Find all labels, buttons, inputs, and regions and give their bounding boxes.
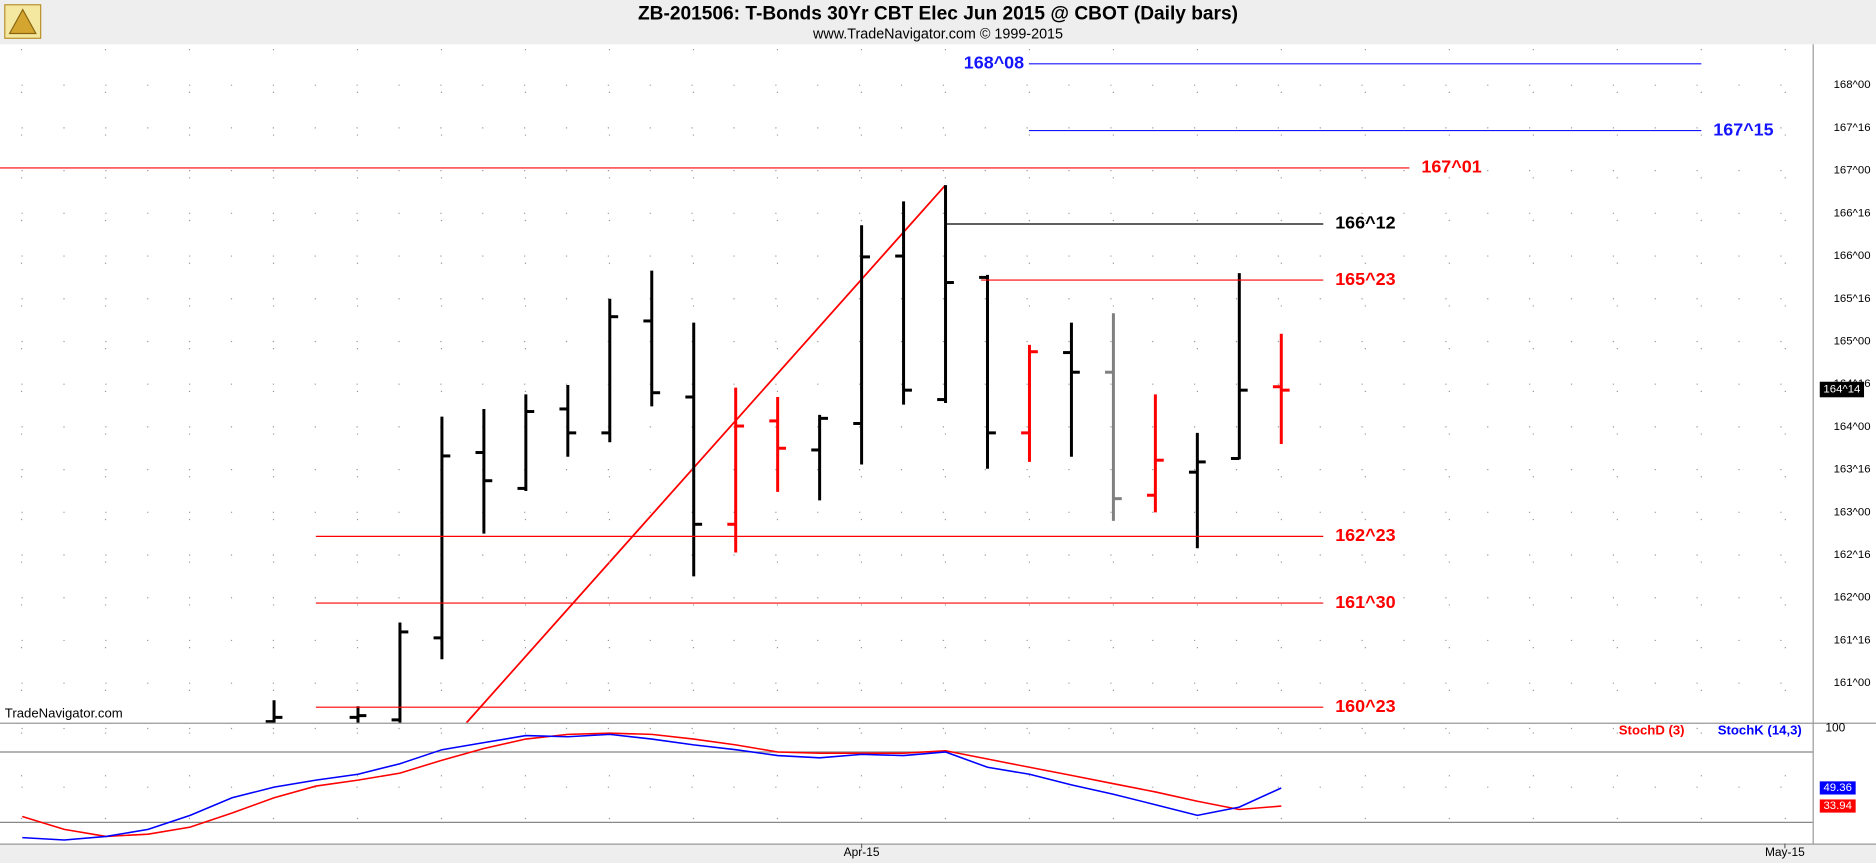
x-tick-label: Apr-15	[844, 845, 880, 859]
y-tick-label: 168^00	[1834, 79, 1871, 91]
price-plot	[21, 84, 1813, 723]
axis-bg	[1813, 44, 1876, 844]
level-label: 167^01	[1421, 157, 1481, 177]
y-tick-label: 164^00	[1834, 421, 1871, 433]
level-label: 160^23	[1335, 696, 1395, 716]
trend-line	[465, 184, 946, 724]
chart-subtitle: www.TradeNavigator.com © 1999-2015	[812, 26, 1063, 42]
logo	[4, 4, 42, 39]
y-tick-label: 162^16	[1834, 549, 1871, 561]
y-tick-label: 163^00	[1834, 506, 1871, 518]
last-price-box	[1819, 381, 1865, 398]
level-label: 165^23	[1335, 269, 1395, 289]
last-value-box	[1819, 799, 1856, 813]
y-tick-label: 161^16	[1834, 634, 1871, 646]
y-tick-label: 162^00	[1834, 592, 1871, 604]
y-tick-label: 165^00	[1834, 335, 1871, 347]
y-tick-label: 100	[1825, 721, 1845, 735]
last-value-label: 33.94	[1823, 800, 1851, 812]
level-label: 168^08	[964, 53, 1024, 73]
header-bg	[0, 0, 1876, 45]
y-tick-label: 161^00	[1834, 677, 1871, 689]
watermark: TradeNavigator.com	[5, 706, 123, 721]
stoch-line	[22, 732, 1282, 838]
last-value-label: 49.36	[1823, 782, 1851, 794]
level-label: 161^30	[1335, 592, 1395, 612]
level-label: 166^12	[1335, 213, 1395, 233]
y-tick-label: 165^16	[1834, 293, 1871, 305]
stoch-line	[22, 733, 1282, 841]
y-tick-label: 166^16	[1834, 207, 1871, 219]
last-value-box	[1819, 781, 1856, 795]
y-tick-label: 163^16	[1834, 464, 1871, 476]
y-tick-label: 167^16	[1834, 122, 1871, 134]
stoch-plot	[0, 727, 1813, 841]
level-label: 162^23	[1335, 525, 1395, 545]
last-price-label: 164^14	[1823, 384, 1860, 396]
x-tick-label: May-15	[1765, 845, 1805, 859]
y-tick-label: 167^00	[1834, 165, 1871, 177]
footer-bg	[0, 843, 1876, 863]
level-label: 167^15	[1713, 119, 1773, 139]
chart-title: ZB-201506: T-Bonds 30Yr CBT Elec Jun 201…	[638, 3, 1238, 24]
legend-label: StochK (14,3)	[1718, 723, 1802, 738]
y-tick-label: 166^00	[1834, 250, 1871, 262]
legend-label: StochD (3)	[1619, 723, 1685, 738]
